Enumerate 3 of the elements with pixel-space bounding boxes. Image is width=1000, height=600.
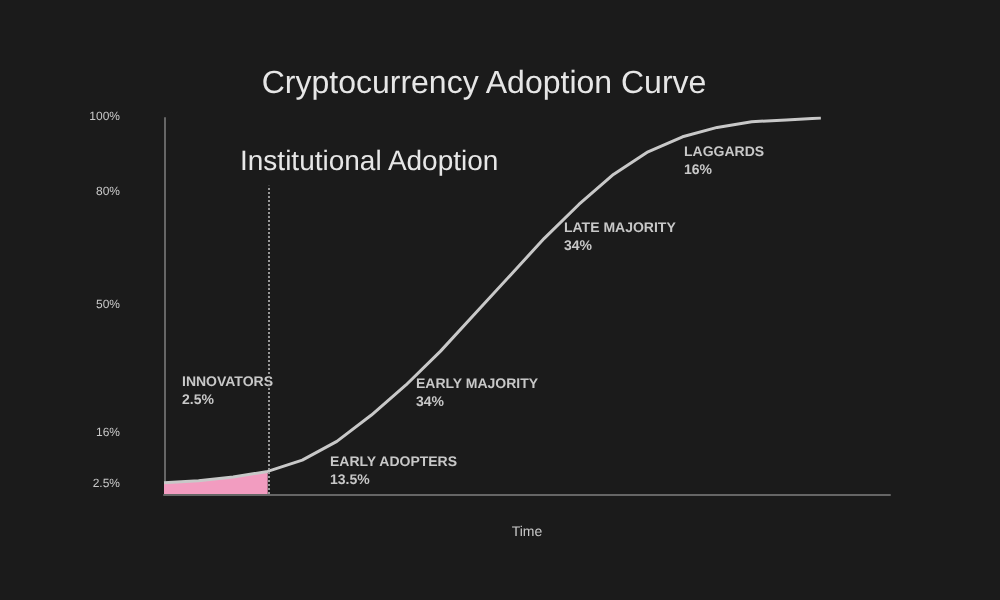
- chart-title: Cryptocurrency Adoption Curve: [261, 67, 707, 101]
- annotation: Institutional Adoption: [240, 144, 499, 176]
- line-series: [162, 116, 823, 485]
